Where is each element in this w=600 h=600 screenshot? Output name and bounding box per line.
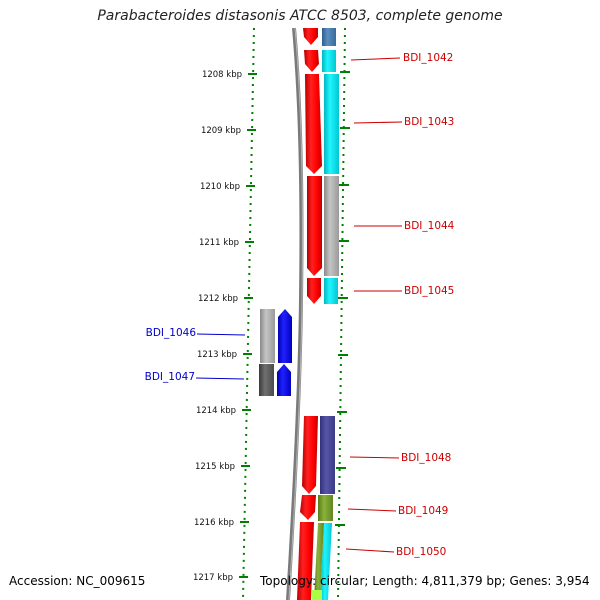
cog-block — [324, 278, 338, 304]
label-leader — [349, 456, 400, 459]
cog-block — [324, 74, 339, 174]
cog-block — [312, 590, 322, 600]
gene-label-bdi-1042[interactable]: BDI_1042 — [403, 52, 453, 64]
gene-label-bdi-1043[interactable]: BDI_1043 — [404, 116, 454, 128]
accession-text: Accession: NC_009615 — [9, 574, 146, 588]
page-title: Parabacteroides distasonis ATCC 8503, co… — [97, 8, 503, 24]
gene-arrow-bdi-1049[interactable] — [300, 495, 316, 520]
cog-block — [314, 523, 324, 600]
tick-label: 1208 kbp — [202, 70, 242, 80]
genome-backbone — [286, 27, 304, 600]
label-leader — [350, 57, 401, 61]
gene-arrow-bdi-1048[interactable] — [302, 416, 318, 494]
ruler-right — [337, 27, 346, 600]
tick-label: 1212 kbp — [198, 294, 238, 304]
genome-backbone-highlight — [288, 27, 303, 600]
tick-marks-left — [239, 73, 257, 578]
cog-block — [318, 495, 333, 521]
cog-block — [322, 50, 336, 72]
label-leader — [196, 333, 246, 336]
tick-label: 1213 kbp — [197, 350, 237, 360]
tick-label: 1215 kbp — [195, 462, 235, 472]
label-leader — [345, 548, 395, 553]
tick-label: 1211 kbp — [199, 238, 239, 248]
gene-arrow-bdi-1050[interactable] — [297, 522, 314, 600]
tick-label: 1214 kbp — [196, 406, 236, 416]
cog-block-bdi-1047 — [259, 364, 274, 396]
gene-arrow-bdi-1047[interactable] — [277, 364, 291, 396]
gene-label-bdi-1045[interactable]: BDI_1045 — [404, 285, 454, 297]
gene-label-bdi-1047[interactable]: BDI_1047 — [145, 371, 195, 383]
tick-marks-right — [335, 71, 350, 526]
tick-label: 1209 kbp — [201, 126, 241, 136]
gene-arrow-bdi-1046[interactable] — [278, 309, 292, 363]
gene-arrow-forward[interactable] — [303, 28, 318, 45]
gene-arrow-bdi-1043[interactable] — [305, 74, 322, 174]
gene-arrow-bdi-1042[interactable] — [304, 50, 319, 72]
gene-label-bdi-1050[interactable]: BDI_1050 — [396, 546, 446, 558]
gene-label-bdi-1046[interactable]: BDI_1046 — [146, 327, 197, 339]
tick-label: 1217 kbp — [193, 573, 233, 583]
tick-label: 1210 kbp — [200, 182, 240, 192]
gene-label-bdi-1044[interactable]: BDI_1044 — [404, 220, 455, 232]
label-leader — [347, 508, 397, 512]
cog-block — [324, 176, 339, 276]
gene-arrow-bdi-1044[interactable] — [307, 176, 322, 276]
label-leader — [195, 377, 245, 380]
ruler-left — [242, 27, 255, 600]
gene-label-bdi-1049[interactable]: BDI_1049 — [398, 505, 448, 517]
cog-block — [320, 416, 335, 494]
gene-arrow-bdi-1045[interactable] — [307, 278, 321, 304]
topology-text: Topology: circular; Length: 4,811,379 bp… — [260, 574, 590, 588]
tick-label: 1216 kbp — [194, 518, 234, 528]
cog-block-bdi-1046 — [260, 309, 275, 363]
label-leader — [353, 121, 403, 124]
gene-label-bdi-1048[interactable]: BDI_1048 — [401, 452, 451, 464]
cog-block — [322, 28, 336, 46]
